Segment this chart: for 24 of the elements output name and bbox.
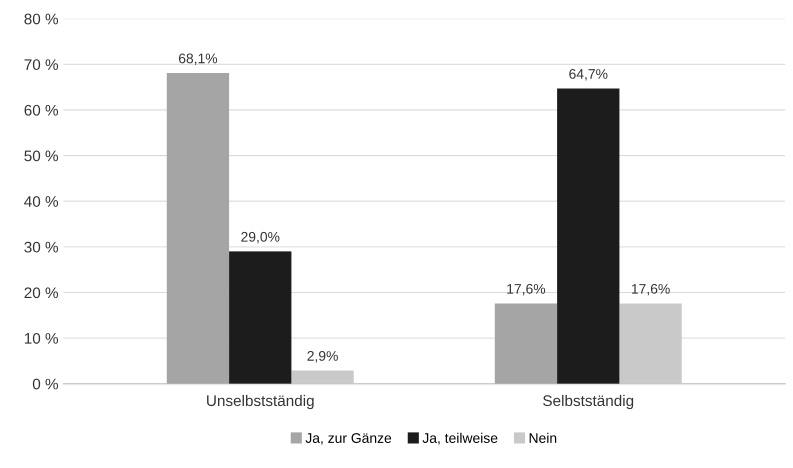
y-tick-label: 70 % (24, 59, 58, 70)
data-label: 29,0% (241, 232, 280, 244)
legend-label: Nein (530, 432, 556, 443)
bar (229, 251, 292, 384)
bar (494, 303, 558, 384)
data-label: 17,6% (632, 284, 670, 296)
y-tick-label: 60 % (24, 104, 58, 116)
data-label: 64,7% (569, 69, 608, 80)
y-tick-label: 0 % (32, 378, 58, 390)
y-tick-label: 40 % (24, 196, 58, 207)
y-tick-label: 30 % (24, 242, 58, 253)
data-label: 2,9% (307, 351, 338, 362)
legend-label: Ja, zur Gänze (306, 433, 392, 445)
x-tick-label: Unselbstständig (207, 394, 314, 410)
data-label: 68,1% (178, 53, 218, 65)
bar (166, 73, 230, 384)
legend-label: Ja, teilweise (422, 432, 498, 445)
y-tick-label: 50 % (24, 150, 58, 162)
y-tick-label: 80 % (24, 14, 58, 24)
x-tick-label: Selbstständig (543, 394, 634, 410)
y-tick-label: 10 % (24, 333, 58, 344)
y-tick-label: 20 % (24, 287, 58, 298)
bar (557, 88, 620, 384)
data-label: 17,6% (507, 284, 546, 296)
